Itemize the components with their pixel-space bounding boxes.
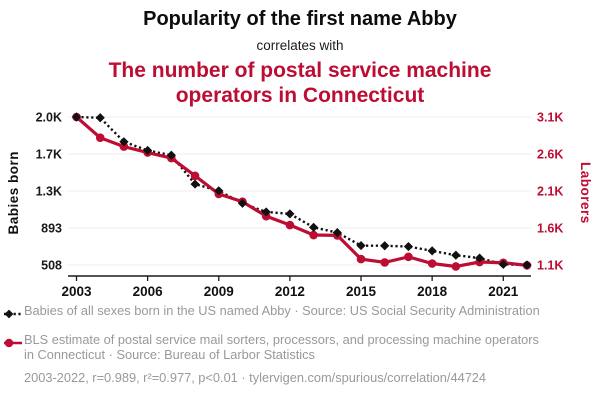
data-point-circle	[380, 258, 390, 267]
data-point-circle	[190, 171, 200, 181]
data-point-diamond	[71, 112, 82, 122]
black-diamond-dashed-icon	[4, 303, 24, 324]
chart-plot: 2.0K 1.7K 1.3K 893 508 3.1K 2.6K 2.1K 1.6K 1.1K 20…	[36, 111, 564, 300]
left-axis-label: Babies born	[6, 151, 21, 235]
legend-item-postal: BLS estimate of postal service mail sort…	[4, 332, 596, 362]
data-point-circle	[119, 142, 129, 151]
x-tick-label: 2012	[275, 284, 305, 299]
right-tick-label: 1.6K	[537, 222, 563, 236]
data-point-circle	[451, 262, 461, 271]
data-point-diamond	[380, 241, 390, 251]
data-point-circle	[285, 220, 295, 230]
right-tick-label: 1.1K	[537, 259, 563, 273]
x-tick-label: 2021	[488, 284, 519, 299]
data-point-diamond	[119, 137, 129, 147]
x-tick-label: 2018	[417, 284, 448, 299]
data-point-diamond	[474, 253, 485, 263]
data-point-diamond	[309, 222, 319, 232]
legend: Babies of all sexes born in the US named…	[4, 303, 596, 385]
data-point-diamond	[214, 186, 224, 196]
data-point-circle	[356, 254, 366, 264]
x-tick-label: 2003	[61, 284, 92, 299]
data-point-diamond	[237, 198, 248, 208]
legend-item-abby: Babies of all sexes born in the US named…	[4, 303, 596, 324]
data-point-diamond	[143, 145, 153, 156]
data-point-circle	[427, 259, 437, 268]
right-axis-label: Laborers	[578, 162, 593, 224]
right-tick-label: 2.6K	[537, 148, 563, 162]
data-point-circle	[309, 230, 318, 240]
page-title: Popularity of the first name Abby	[143, 8, 457, 30]
data-point-diamond	[403, 241, 414, 252]
data-point-diamond	[166, 150, 176, 160]
chart-header: Popularity of the first name Abby correl…	[0, 8, 600, 108]
data-point-diamond	[498, 259, 508, 269]
chart-subtitle: The number of postal service machine ope…	[108, 59, 492, 107]
data-point-diamond	[190, 179, 200, 189]
legend-item-label: Babies of all sexes born in the US named…	[24, 303, 540, 318]
x-tick-label: 2009	[204, 284, 234, 299]
data-point-diamond	[451, 250, 461, 260]
legend-item-label: BLS estimate of postal service mail sort…	[24, 332, 539, 362]
x-tick-label: 2006	[133, 284, 164, 299]
data-point-diamond	[95, 113, 105, 123]
correlates-with-text: correlates with	[256, 38, 344, 53]
red-circle-line-icon	[4, 332, 24, 362]
data-point-circle	[404, 252, 413, 262]
right-tick-label: 2.1K	[537, 185, 563, 199]
right-tick-label: 3.1K	[537, 111, 563, 125]
data-point-diamond	[522, 260, 532, 270]
left-tick-label: 1.3K	[36, 185, 62, 199]
data-point-diamond	[285, 209, 295, 219]
data-point-diamond	[261, 207, 271, 217]
left-tick-label: 508	[41, 259, 62, 273]
left-tick-label: 2.0K	[36, 111, 62, 125]
data-point-diamond	[356, 240, 366, 251]
data-point-diamond	[427, 246, 437, 256]
stats-footer: 2003-2022, r=0.989, r²=0.977, p<0.01 · t…	[24, 370, 487, 385]
left-tick-label: 893	[41, 222, 62, 236]
left-tick-label: 1.7K	[36, 148, 62, 162]
data-point-diamond	[332, 228, 342, 238]
x-tick-label: 2015	[346, 284, 377, 299]
data-point-circle	[95, 133, 105, 143]
series-line-laborers	[75, 115, 528, 269]
